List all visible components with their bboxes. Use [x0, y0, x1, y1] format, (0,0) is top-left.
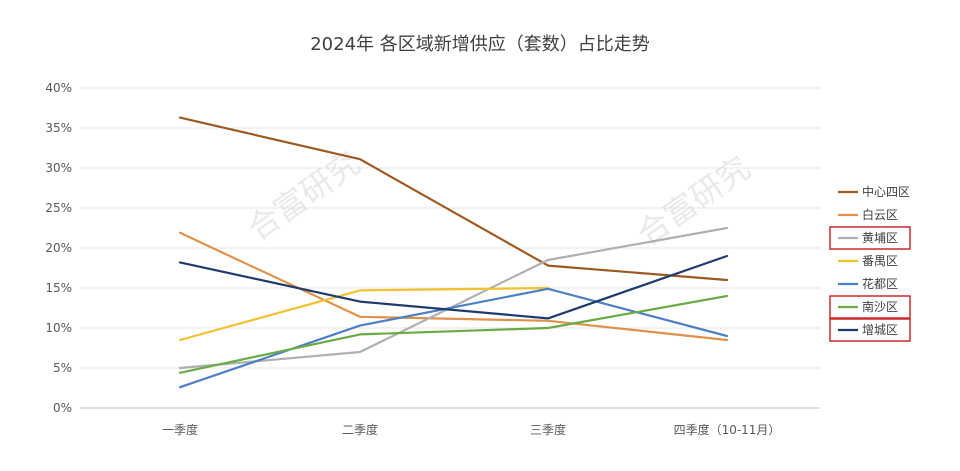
series-line: [178, 287, 729, 389]
y-tick-label: 20%: [45, 241, 72, 255]
legend-label: 黄埔区: [862, 231, 898, 245]
legend-label: 白云区: [862, 207, 898, 222]
legend-label: 中心四区: [862, 184, 910, 199]
gridlines: [80, 87, 820, 409]
y-tick-label: 35%: [45, 121, 72, 135]
x-tick-label: 二季度: [342, 422, 378, 437]
legend-label: 花都区: [862, 276, 898, 291]
chart-title: 2024年 各区域新增供应（套数）占比走势: [310, 34, 650, 55]
y-tick-label: 40%: [45, 81, 72, 95]
series-line: [178, 286, 550, 342]
series-line: [178, 231, 729, 342]
legend-highlight-box: [829, 226, 911, 250]
watermark-text: 合富研究: [630, 149, 757, 254]
y-axis-ticks: 0% 5% 10% 15% 20% 25% 30% 35% 40%: [45, 81, 72, 415]
y-tick-label: 0%: [53, 401, 72, 415]
y-tick-label: 10%: [45, 321, 72, 335]
series-line: [178, 226, 729, 370]
series-line: [178, 116, 729, 282]
series-line: [178, 294, 729, 374]
legend-highlight-box: [829, 318, 911, 342]
legend-label: 番禺区: [862, 254, 898, 268]
watermark-text: 合富研究: [240, 144, 367, 249]
y-tick-label: 25%: [45, 201, 72, 215]
series-lines: [178, 116, 729, 389]
x-tick-label: 四季度（10-11月）: [674, 422, 781, 437]
series-line: [178, 254, 729, 320]
y-tick-label: 30%: [45, 161, 72, 175]
y-tick-label: 5%: [53, 361, 72, 375]
x-tick-label: 一季度: [162, 422, 198, 437]
legend-highlight-box: [829, 295, 911, 319]
x-tick-label: 三季度: [530, 422, 566, 437]
x-axis-ticks: 一季度 二季度 三季度 四季度（10-11月）: [162, 422, 780, 437]
legend-label: 南沙区: [862, 299, 898, 314]
legend-label: 增城区: [862, 323, 898, 337]
y-tick-label: 15%: [45, 281, 72, 295]
